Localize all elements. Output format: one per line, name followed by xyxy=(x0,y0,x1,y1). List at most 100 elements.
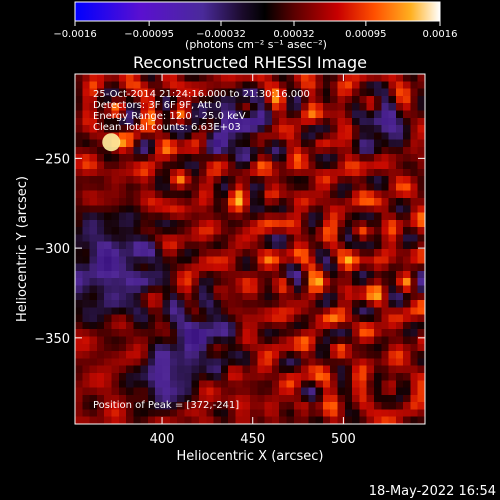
heatmap-cell xyxy=(104,394,112,403)
y-tick-label: −300 xyxy=(34,242,70,257)
heatmap-cell xyxy=(118,161,127,170)
heatmap-cell xyxy=(308,227,317,235)
heatmap-cell xyxy=(395,241,404,250)
heatmap-cell xyxy=(147,343,156,352)
heatmap-cell xyxy=(417,81,425,90)
heatmap-cell xyxy=(388,146,397,155)
heatmap-cell xyxy=(301,336,309,345)
heatmap-cell xyxy=(373,314,382,323)
heatmap-cell xyxy=(308,168,317,177)
heatmap-cell xyxy=(286,168,295,177)
heatmap-cell xyxy=(213,125,222,133)
heatmap-cell xyxy=(373,139,382,148)
heatmap-cell xyxy=(322,117,331,126)
heatmap-cell xyxy=(293,168,302,177)
heatmap-cell xyxy=(279,321,287,330)
heatmap-cell xyxy=(417,212,425,221)
heatmap-cell xyxy=(301,394,309,403)
heatmap-cell xyxy=(388,125,397,133)
colorbar: −0.0016 −0.00095 −0.00032 0.00032 0.00095 0.0… xyxy=(53,1,458,51)
heatmap-cell xyxy=(104,205,112,214)
heatmap-cell xyxy=(381,256,390,265)
heatmap-cell xyxy=(388,292,397,301)
heatmap-cell xyxy=(96,416,105,424)
heatmap-cell xyxy=(206,321,215,330)
heatmap-cell xyxy=(162,416,171,424)
heatmap-cell xyxy=(126,212,134,221)
heatmap-cell xyxy=(228,197,236,206)
heatmap-cell xyxy=(403,402,411,410)
heatmap-cell xyxy=(381,88,390,97)
heatmap-cell xyxy=(104,103,112,111)
heatmap-cell xyxy=(373,416,382,424)
heatmap-cell xyxy=(279,387,287,396)
heatmap-cell xyxy=(184,387,193,396)
heatmap-cell xyxy=(293,416,302,424)
heatmap-cell xyxy=(250,168,258,177)
heatmap-cell xyxy=(184,95,193,104)
heatmap-cell xyxy=(279,278,287,286)
heatmap-cell xyxy=(89,409,98,418)
heatmap-cell xyxy=(220,372,229,381)
heatmap-cell xyxy=(111,365,120,374)
heatmap-cell xyxy=(140,183,149,192)
heatmap-cell xyxy=(133,219,142,228)
heatmap-cell xyxy=(330,190,338,199)
heatmap-cell xyxy=(96,125,105,133)
heatmap-cell xyxy=(162,372,171,381)
heatmap-cell xyxy=(403,307,411,316)
heatmap-cell xyxy=(403,81,411,90)
heatmap-cell xyxy=(373,95,382,104)
heatmap-cell xyxy=(206,190,215,199)
heatmap-cell xyxy=(126,132,134,141)
heatmap-cell xyxy=(264,197,273,206)
heatmap-cell xyxy=(133,394,142,403)
heatmap-cell xyxy=(279,365,287,374)
heatmap-cell xyxy=(133,343,142,352)
heatmap-cell xyxy=(118,176,127,184)
heatmap-cell xyxy=(359,154,368,162)
heatmap-cell xyxy=(198,263,207,272)
heatmap-cell xyxy=(169,409,178,418)
heatmap-cell xyxy=(373,125,382,133)
heatmap-cell xyxy=(118,249,127,257)
heatmap-cell xyxy=(198,285,207,294)
heatmap-cell xyxy=(191,103,200,111)
heatmap-cell xyxy=(177,402,185,410)
heatmap-cell xyxy=(206,74,215,82)
heatmap-cell xyxy=(286,183,295,192)
heatmap-cell xyxy=(75,74,83,82)
heatmap-cell xyxy=(315,132,324,141)
heatmap-cell xyxy=(198,402,207,410)
heatmap-cell xyxy=(133,321,142,330)
heatmap-cell xyxy=(381,358,390,367)
heatmap-cell xyxy=(89,394,98,403)
heatmap-cell xyxy=(198,387,207,396)
heatmap-cell xyxy=(381,74,390,82)
heatmap-cell xyxy=(169,183,178,192)
heatmap-cell xyxy=(89,125,98,133)
heatmap-cell xyxy=(220,416,229,424)
heatmap-cell xyxy=(177,88,185,97)
heatmap-cell xyxy=(162,394,171,403)
heatmap-cell xyxy=(169,329,178,337)
heatmap-cell xyxy=(162,402,171,410)
heatmap-cell xyxy=(75,321,83,330)
heatmap-cell xyxy=(388,81,397,90)
heatmap-cell xyxy=(293,256,302,265)
heatmap-cell xyxy=(191,227,200,235)
heatmap-cell xyxy=(162,314,171,323)
heatmap-cell xyxy=(191,110,200,119)
heatmap-cell xyxy=(162,234,171,243)
heatmap-cell xyxy=(75,365,83,374)
heatmap-cell xyxy=(381,329,390,337)
heatmap-cell xyxy=(75,300,83,308)
heatmap-cell xyxy=(169,154,178,162)
heatmap-cell xyxy=(147,110,156,119)
heatmap-cell xyxy=(322,103,331,111)
heatmap-cell xyxy=(140,227,149,235)
heatmap-cell xyxy=(96,139,105,148)
heatmap-cell xyxy=(293,95,302,104)
heatmap-cell xyxy=(271,161,280,170)
heatmap-cell xyxy=(235,409,244,418)
